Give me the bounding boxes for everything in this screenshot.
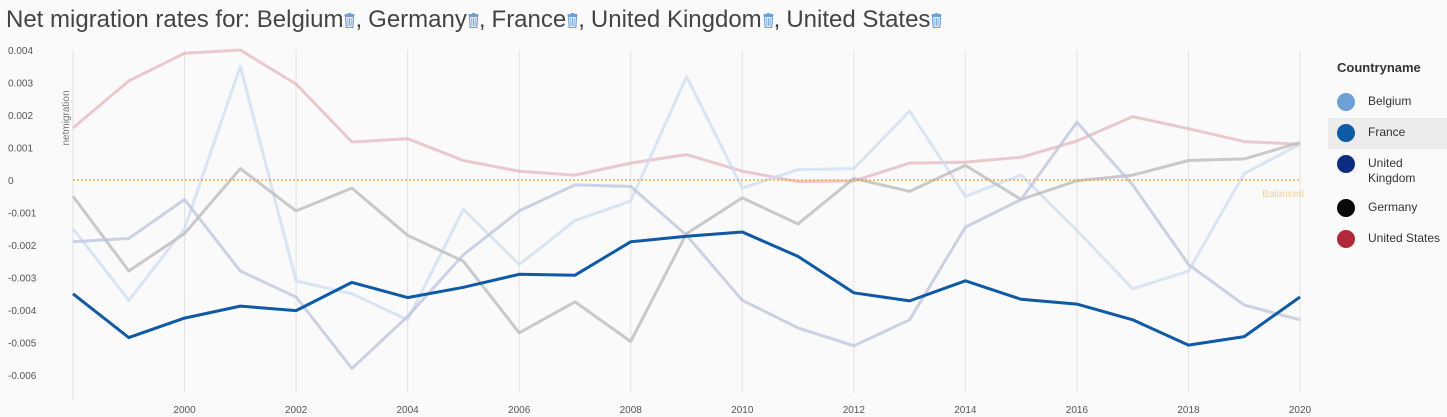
title-country: United Kingdom bbox=[591, 6, 774, 34]
y-tick-label: 0.003 bbox=[8, 79, 33, 90]
legend-title: Countryname bbox=[1337, 60, 1421, 75]
x-tick-label: 2020 bbox=[1289, 405, 1312, 416]
x-tick-label: 2004 bbox=[397, 405, 420, 416]
legend-item[interactable]: United States bbox=[1328, 224, 1447, 255]
title-country: United States bbox=[786, 6, 942, 34]
reference-label: Balanced bbox=[1262, 189, 1304, 200]
legend-item[interactable]: United Kingdom bbox=[1328, 149, 1447, 193]
title-countries: Belgium, Germany, France, United Kingdom, Un… bbox=[257, 6, 943, 34]
page-title: Net migration rates for: Belgium, Germany… bbox=[6, 4, 942, 36]
legend: Countryname Belgium France United Kingdom G… bbox=[1328, 52, 1447, 255]
legend-swatch bbox=[1337, 230, 1355, 248]
x-tick-label: 2000 bbox=[173, 405, 196, 416]
remove-country-icon[interactable] bbox=[343, 6, 355, 34]
x-tick-label: 2002 bbox=[285, 405, 308, 416]
y-tick-label: -0.005 bbox=[8, 339, 37, 350]
title-country: France bbox=[492, 6, 579, 34]
remove-country-icon[interactable] bbox=[930, 6, 942, 34]
y-tick-label: -0.002 bbox=[8, 241, 37, 252]
y-tick-label: 0.001 bbox=[8, 144, 33, 155]
series-line bbox=[72, 230, 1301, 347]
y-tick-label: -0.004 bbox=[8, 306, 37, 317]
remove-country-icon[interactable] bbox=[467, 6, 479, 34]
series-line bbox=[71, 64, 1301, 322]
y-tick-label: 0.004 bbox=[8, 46, 33, 57]
x-tick-label: 2012 bbox=[843, 405, 866, 416]
remove-country-icon[interactable] bbox=[762, 6, 774, 34]
x-tick-label: 2010 bbox=[731, 405, 754, 416]
legend-label: France bbox=[1368, 125, 1406, 139]
legend-swatch bbox=[1337, 93, 1355, 111]
y-tick-label: -0.003 bbox=[8, 274, 37, 285]
title-country: Belgium bbox=[257, 6, 356, 34]
x-tick-label: 2018 bbox=[1177, 405, 1200, 416]
y-axis-label: netmigration bbox=[61, 90, 72, 145]
migration-chart: 0.004 0.003 0.002 0.001 0 -0.001 -0.002 -0.003 -… bbox=[8, 46, 1312, 416]
x-tick-label: 2008 bbox=[620, 405, 643, 416]
legend-swatch bbox=[1337, 124, 1355, 142]
legend-item[interactable]: Germany bbox=[1328, 193, 1447, 224]
series-line bbox=[72, 48, 1301, 184]
x-tick-label: 2016 bbox=[1066, 405, 1089, 416]
legend-item[interactable]: Belgium bbox=[1328, 87, 1447, 118]
series-line bbox=[71, 141, 1301, 343]
title-prefix: Net migration rates for: bbox=[6, 6, 251, 33]
x-tick-label: 2006 bbox=[508, 405, 531, 416]
legend-item[interactable]: France bbox=[1328, 118, 1447, 149]
title-country: Germany bbox=[368, 6, 479, 34]
remove-country-icon[interactable] bbox=[566, 6, 578, 34]
legend-label: Belgium bbox=[1368, 94, 1412, 108]
y-tick-label: 0.002 bbox=[8, 111, 33, 122]
legend-label: United States bbox=[1368, 231, 1441, 245]
y-tick-label: 0 bbox=[8, 176, 14, 187]
legend-label: United Kingdom bbox=[1368, 156, 1416, 185]
y-tick-label: -0.006 bbox=[8, 371, 37, 382]
series-line bbox=[72, 120, 1301, 370]
legend-swatch bbox=[1337, 199, 1355, 217]
legend-label: Germany bbox=[1368, 200, 1418, 214]
y-tick-label: -0.001 bbox=[8, 209, 37, 220]
x-tick-label: 2014 bbox=[954, 405, 977, 416]
legend-swatch bbox=[1337, 155, 1355, 173]
